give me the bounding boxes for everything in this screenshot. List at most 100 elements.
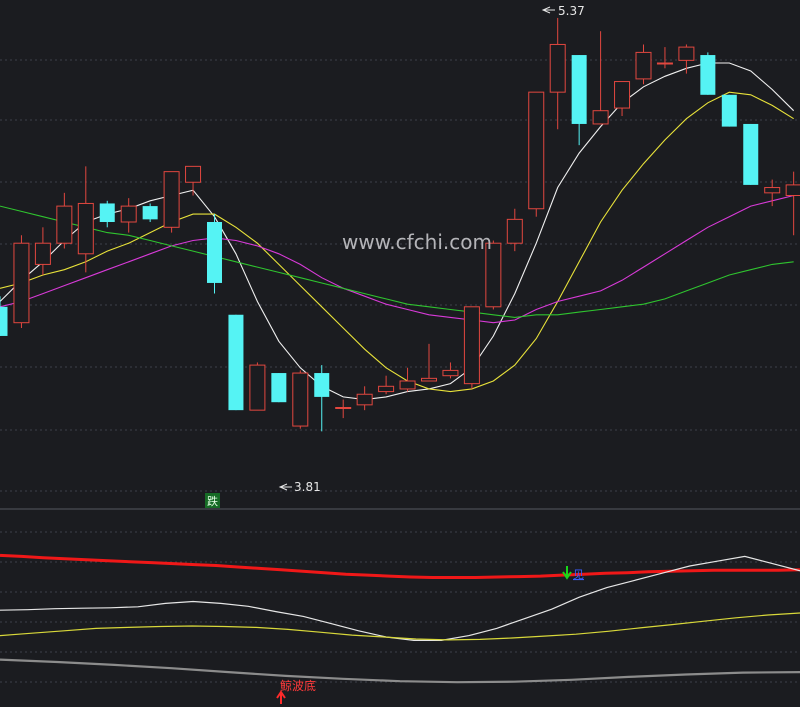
candle	[34, 227, 51, 275]
candle	[635, 44, 652, 85]
low-price-annotation: 3.81	[278, 480, 321, 494]
candle	[56, 192, 73, 249]
candle	[314, 365, 330, 432]
candle	[721, 94, 737, 127]
candle	[592, 31, 609, 125]
candle-body	[700, 55, 716, 95]
candle	[207, 214, 222, 294]
candle-body	[185, 165, 202, 183]
candle	[506, 208, 523, 252]
ma-line-4	[0, 205, 794, 318]
candle-body	[249, 364, 266, 411]
candle	[571, 55, 587, 146]
candle	[656, 47, 673, 69]
candle	[249, 362, 266, 411]
bottom-signal-text: 鲸波底	[280, 678, 316, 693]
candle	[421, 343, 437, 382]
candle	[335, 399, 352, 419]
indicator-line-4	[0, 658, 800, 684]
candle	[142, 203, 158, 222]
candle-body	[120, 205, 137, 223]
candle	[399, 367, 416, 392]
candle-body	[614, 81, 631, 109]
candle-body	[592, 110, 609, 125]
candle-body	[399, 380, 416, 390]
candle	[678, 44, 695, 74]
candle-body	[142, 206, 158, 220]
candle	[120, 198, 137, 233]
candle-body	[635, 51, 652, 80]
candle-body	[271, 373, 287, 403]
candle-body	[314, 373, 330, 397]
candlesticks	[0, 17, 800, 432]
candle-body	[421, 377, 437, 382]
candle-body	[764, 187, 781, 194]
candle	[292, 370, 309, 429]
candle	[463, 306, 480, 389]
moving-average-lines	[0, 62, 795, 401]
indicator-line-2	[0, 555, 800, 642]
candle	[485, 240, 502, 310]
candle-body	[678, 46, 695, 61]
candle-body	[528, 91, 545, 210]
candle-body	[721, 94, 737, 127]
candle-body	[378, 385, 395, 393]
candle	[700, 52, 716, 95]
die-marker: 跌	[205, 493, 220, 508]
candle	[614, 81, 631, 116]
die-marker-text: 跌	[207, 494, 218, 508]
watermark: www.cfchi.com	[342, 230, 492, 254]
candle-body	[549, 43, 566, 93]
top-signal: 见	[562, 566, 584, 581]
candle	[378, 375, 395, 395]
candle-body	[77, 202, 94, 255]
candle	[528, 91, 545, 217]
candle-body	[743, 123, 759, 185]
top-signal-text: 见	[573, 568, 584, 581]
candle	[271, 373, 287, 403]
indicator-line-1	[0, 553, 800, 579]
high-price-annotation: 5.37	[541, 4, 585, 18]
candle	[77, 166, 94, 273]
indicator-panel	[0, 553, 800, 684]
ma-line-2	[0, 91, 794, 393]
bottom-signal: 鲸波底	[276, 678, 316, 704]
candle-body	[99, 203, 115, 222]
candle-body	[34, 242, 51, 265]
candle	[764, 179, 781, 207]
candle-body	[485, 242, 502, 308]
candle	[549, 17, 566, 130]
candle	[356, 386, 373, 411]
ma-line-3	[0, 194, 794, 324]
high-price-label: 5.37	[558, 4, 585, 18]
candle	[99, 200, 115, 228]
candle	[0, 296, 8, 336]
candle-body	[442, 369, 459, 377]
candle	[185, 165, 202, 196]
grid-lines	[0, 59, 800, 683]
candle-body	[0, 306, 8, 336]
indicator-line-3	[0, 612, 800, 641]
candle	[785, 171, 800, 236]
candle-body	[656, 62, 673, 65]
candle-body	[506, 218, 523, 244]
candle-body	[163, 171, 180, 228]
candle	[442, 362, 459, 379]
candle-body	[207, 222, 222, 283]
up-arrow-icon	[276, 690, 286, 704]
candle-body	[571, 55, 587, 124]
candle-body	[56, 205, 73, 244]
candle-body	[13, 242, 30, 324]
candle-body	[356, 393, 373, 406]
candle	[163, 171, 180, 233]
down-arrow-icon	[562, 566, 572, 580]
candle	[228, 314, 244, 411]
candle	[13, 235, 30, 328]
candle-body	[292, 372, 309, 427]
candle-body	[785, 184, 800, 196]
low-price-label: 3.81	[294, 480, 321, 494]
candle	[743, 123, 759, 185]
candle-body	[463, 306, 480, 385]
candle-body	[228, 314, 244, 411]
